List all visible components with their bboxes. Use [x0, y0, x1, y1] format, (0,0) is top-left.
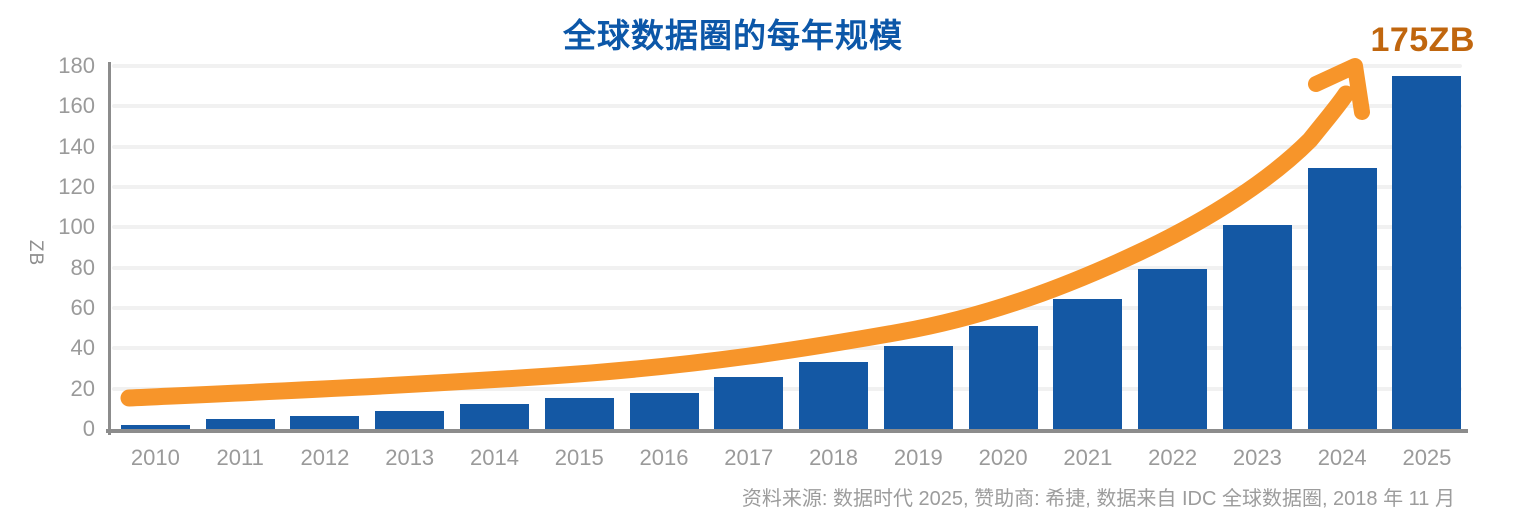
gridline: [112, 185, 1462, 189]
x-tick-label: 2017: [724, 445, 774, 470]
bar-2016: [629, 392, 699, 431]
source-note: 资料来源: 数据时代 2025, 赞助商: 希捷, 数据来自 IDC 全球数据圈…: [741, 488, 1455, 510]
gridline: [112, 104, 1462, 109]
bar-2019: [883, 346, 953, 431]
y-tick-label: 80: [70, 254, 95, 280]
x-tick-label: 2018: [809, 445, 859, 470]
bar-2013: [375, 410, 445, 431]
x-tick-label: 2014: [469, 445, 519, 470]
bar-2020: [968, 326, 1038, 431]
x-tick-label: 2011: [216, 445, 264, 470]
bar-2012: [290, 415, 360, 431]
gridline: [112, 144, 1462, 149]
gridline: [112, 64, 1462, 68]
bar-2011: [205, 418, 275, 431]
bar-2021: [1053, 298, 1123, 431]
x-tick-label: 2024: [1317, 445, 1367, 470]
x-tick-label: 2025: [1402, 445, 1452, 470]
y-axis-line: [108, 62, 111, 435]
x-tick-label: 2013: [385, 445, 435, 470]
bar-2025: [1392, 76, 1462, 431]
peak-value-annotation: 175ZB: [1370, 21, 1475, 59]
y-tick-label: 40: [70, 335, 95, 361]
bar-2014: [459, 403, 529, 431]
x-axis-line: [106, 429, 1468, 433]
y-tick-label: 60: [70, 295, 95, 320]
y-tick-label: 20: [70, 375, 95, 401]
y-tick-label: 100: [58, 214, 95, 240]
bar-2024: [1307, 167, 1377, 431]
x-tick-label: 2020: [978, 445, 1028, 470]
x-tick-label: 2021: [1063, 445, 1113, 470]
x-tick-label: 2010: [130, 445, 180, 470]
x-tick-label: 2019: [893, 445, 943, 470]
bar-2017: [714, 376, 784, 431]
bar-2022: [1138, 268, 1208, 431]
x-tick-label: 2012: [300, 445, 350, 470]
chart-title: 全球数据圈的每年规模: [563, 17, 903, 54]
x-tick-label: 2022: [1148, 445, 1198, 470]
y-tick-label: 120: [58, 174, 95, 199]
bar-2018: [799, 362, 869, 431]
x-tick-label: 2015: [554, 445, 604, 470]
bar-2015: [544, 397, 614, 431]
y-tick-label: 0: [82, 416, 95, 441]
y-tick-label: 160: [58, 93, 95, 119]
y-tick-label: 180: [58, 53, 95, 78]
bar-2010: [120, 424, 190, 431]
x-tick-label: 2016: [639, 445, 689, 470]
bar-2023: [1222, 225, 1292, 431]
x-tick-label: 2023: [1232, 445, 1282, 470]
y-tick-label: 140: [58, 133, 95, 159]
